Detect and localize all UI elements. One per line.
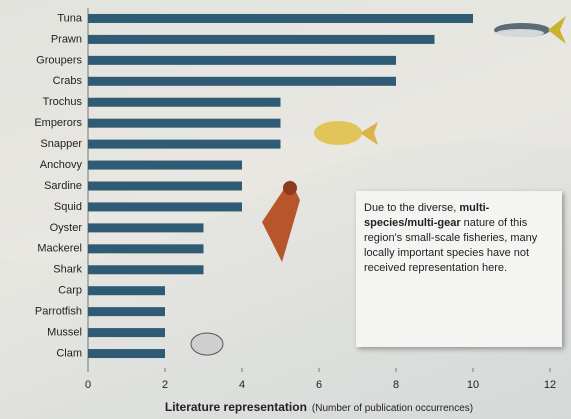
bar xyxy=(88,223,204,232)
y-tick-label: Tuna xyxy=(57,12,83,24)
y-tick-label: Parrotfish xyxy=(35,306,82,318)
y-tick-label: Carp xyxy=(58,285,82,297)
x-axis-label-note: (Number of publication occurrences) xyxy=(312,403,473,414)
x-tick-label: 0 xyxy=(85,379,91,391)
bar xyxy=(88,286,165,295)
y-tick-label: Clam xyxy=(56,347,82,359)
x-tick-label: 6 xyxy=(316,379,322,391)
y-tick-label: Emperors xyxy=(34,117,82,129)
bar xyxy=(88,244,204,253)
bar xyxy=(88,77,396,86)
page: 0 2 4 6 8 10 12 Tuna Prawn Groupers Crabs Trochus Em… xyxy=(0,0,571,419)
y-tick-label: Prawn xyxy=(51,33,82,45)
bar xyxy=(88,98,281,107)
bar xyxy=(88,328,165,337)
y-tick-label: Sardine xyxy=(44,180,82,192)
y-tick-label: Groupers xyxy=(36,54,82,66)
x-tick-label: 2 xyxy=(162,379,168,391)
y-tick-label: Trochus xyxy=(43,96,83,108)
bar xyxy=(88,349,165,358)
y-tick-label: Squid xyxy=(54,201,82,213)
annotation-text: Due to the diverse, xyxy=(364,202,459,214)
clam-illustration xyxy=(191,333,223,355)
bar xyxy=(88,119,281,128)
x-axis-label-main: Literature representation xyxy=(165,400,307,414)
y-tick-label: Mackerel xyxy=(37,243,82,255)
y-tick-label: Shark xyxy=(53,264,82,276)
y-tick-label: Mussel xyxy=(47,326,82,338)
y-tick-label: Crabs xyxy=(53,75,83,87)
y-tick-label: Snapper xyxy=(40,138,82,150)
squid-illustration xyxy=(262,180,300,262)
bar xyxy=(88,35,435,44)
x-tick-label: 4 xyxy=(239,379,245,391)
bar xyxy=(88,56,396,65)
bar xyxy=(88,182,242,191)
x-tick-label: 10 xyxy=(467,379,479,391)
y-tick-label: Oyster xyxy=(50,222,83,234)
bar xyxy=(88,265,204,274)
x-tick-label: 8 xyxy=(393,379,399,391)
bar xyxy=(88,14,473,23)
x-axis-label: Literature representation (Number of publ… xyxy=(165,400,473,414)
annotation: Due to the diverse, multi-species/multi-… xyxy=(356,191,562,347)
bar xyxy=(88,161,242,170)
bar xyxy=(88,140,281,149)
bar xyxy=(88,307,165,316)
x-tick-label: 12 xyxy=(544,379,556,391)
bar xyxy=(88,202,242,211)
y-tick-label: Anchovy xyxy=(40,159,83,171)
